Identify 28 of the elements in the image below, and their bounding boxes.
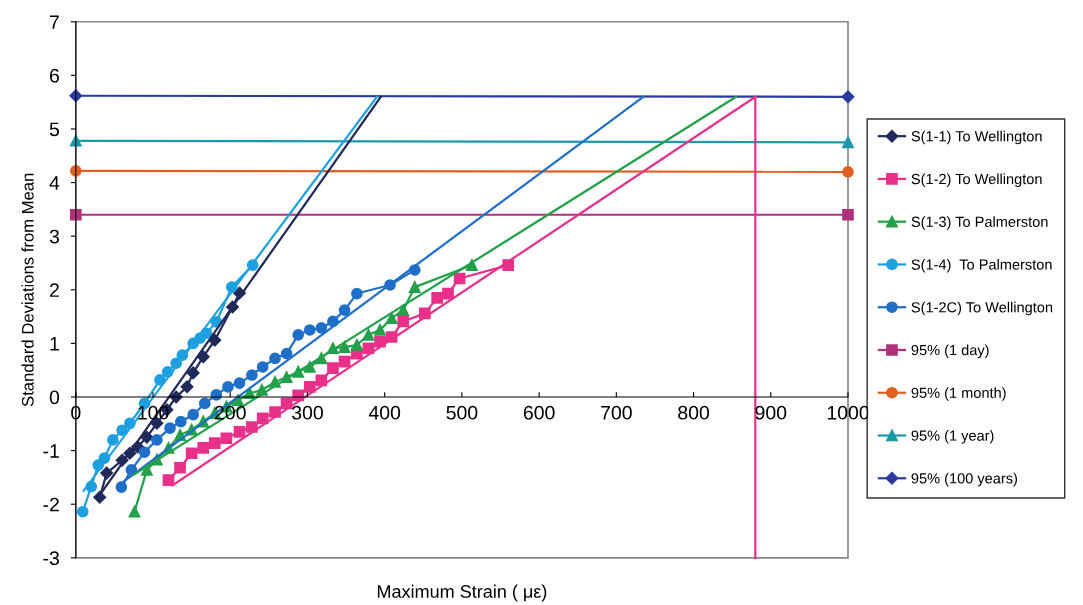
legend-label: 95% (1 month) (911, 387, 1006, 401)
legend-label: 95% (1 year) (911, 430, 994, 444)
x-tick-label: 400 (368, 405, 401, 420)
x-tick-label: 500 (446, 405, 478, 420)
y-tick-label: 5 (49, 122, 60, 137)
y-tick-label: 6 (50, 68, 59, 83)
x-tick-label: 300 (291, 405, 323, 420)
legend-label: S(1-2C) To Wellington (911, 301, 1053, 316)
y-axis-title: Standard Deviations from Mean (21, 173, 34, 407)
legend-label: S(1-4) To Palmerston (911, 258, 1052, 273)
legend-label: 95% (100 years) (911, 472, 1017, 487)
y-tick-label: 3 (49, 229, 59, 244)
y-tick-label: 0 (49, 390, 60, 405)
y-tick-label: 7 (50, 15, 59, 29)
legend-label: S(1-1) To Wellington (911, 130, 1042, 145)
y-tick-label: -3 (43, 551, 59, 566)
legend-label: 95% (1 day) (911, 344, 989, 359)
y-tick-label: 1 (50, 337, 59, 351)
x-tick-label: 800 (678, 405, 710, 420)
y-tick-label: 2 (50, 283, 59, 297)
y-tick-label: -1 (43, 444, 59, 458)
y-tick-label: 4 (49, 176, 60, 190)
legend-label: S(1-2) To Wellington (911, 173, 1042, 188)
x-tick-label: 700 (601, 405, 632, 420)
y-tick-label: -2 (43, 497, 59, 512)
x-axis-title: Maximum Strain ( με) (377, 584, 547, 602)
x-tick-label: 600 (523, 405, 555, 420)
legend-label: S(1-3) To Palmerston (911, 216, 1048, 230)
